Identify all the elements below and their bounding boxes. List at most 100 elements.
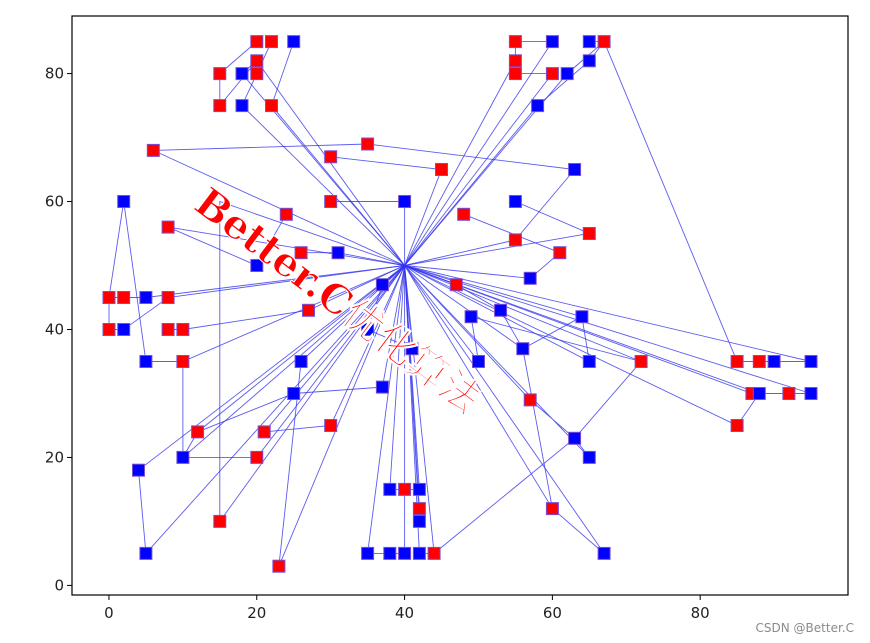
- marker-blue: [582, 35, 596, 49]
- marker-red: [265, 35, 278, 49]
- marker-red: [250, 35, 264, 49]
- marker-red: [176, 355, 190, 368]
- marker-blue: [582, 355, 596, 368]
- marker-red: [545, 67, 559, 81]
- route-line: [278, 265, 406, 567]
- marker-red: [279, 207, 293, 221]
- marker-red: [146, 143, 160, 157]
- marker-blue: [582, 54, 596, 68]
- marker-red: [412, 502, 426, 516]
- y-tick-label: 60: [45, 193, 64, 211]
- marker-red: [250, 67, 264, 81]
- marker-blue: [287, 35, 301, 49]
- route-line: [404, 265, 435, 554]
- marker-blue: [560, 67, 574, 81]
- marker-blue: [235, 99, 249, 113]
- marker-blue: [361, 546, 375, 560]
- route-line: [109, 265, 405, 298]
- marker-blue: [383, 482, 397, 496]
- marker-red: [782, 387, 796, 400]
- marker-red: [294, 246, 308, 260]
- marker-red: [176, 323, 190, 336]
- y-tick-label: 20: [45, 448, 64, 466]
- marker-red: [250, 54, 264, 68]
- marker-blue: [804, 387, 818, 400]
- route-line: [168, 265, 405, 330]
- marker-red: [730, 419, 744, 432]
- route-line: [167, 214, 405, 267]
- y-axis-ticks: 0 20 40 60 80: [45, 65, 72, 594]
- marker-red: [161, 323, 175, 336]
- marker-red: [102, 291, 116, 304]
- marker-red: [361, 137, 375, 151]
- plot-frame: [71, 15, 849, 596]
- marker-blue: [398, 195, 412, 208]
- marker-red: [213, 67, 227, 81]
- marker-red: [427, 546, 441, 560]
- marker-blue: [361, 323, 375, 336]
- route-line: [404, 265, 605, 554]
- marker-blue: [545, 35, 559, 49]
- marker-red: [257, 425, 271, 439]
- csdn-credit: CSDN @Better.C: [756, 621, 854, 635]
- route-line: [263, 265, 406, 433]
- marker-red: [752, 355, 766, 368]
- marker-blue: [523, 271, 537, 285]
- marker-blue: [132, 463, 145, 477]
- marker-blue: [575, 310, 589, 324]
- marker-red: [582, 227, 596, 240]
- marker-red: [553, 246, 567, 260]
- marker-blue: [139, 291, 153, 304]
- marker-blue: [235, 67, 249, 81]
- y-tick-label: 40: [45, 320, 64, 338]
- marker-blue: [375, 278, 389, 292]
- marker-blue: [412, 482, 426, 496]
- marker-red: [508, 233, 522, 247]
- marker-red: [449, 278, 463, 292]
- x-tick-label: 0: [104, 604, 114, 622]
- marker-blue: [472, 355, 485, 368]
- marker-blue: [250, 259, 264, 272]
- x-tick-label: 40: [395, 604, 414, 622]
- marker-blue: [139, 546, 153, 560]
- marker-blue: [287, 387, 301, 400]
- marker-red: [117, 291, 131, 304]
- marker-blue: [412, 546, 426, 560]
- route-line: [404, 265, 761, 427]
- route-line: [138, 265, 405, 555]
- marker-red: [161, 220, 175, 234]
- marker-red: [161, 291, 175, 304]
- marker-blue: [464, 310, 478, 324]
- marker-blue: [494, 303, 508, 317]
- x-tick-label: 80: [691, 604, 710, 622]
- marker-blue: [294, 355, 308, 368]
- route-line: [367, 143, 576, 266]
- marker-red: [324, 195, 338, 208]
- marker-blue: [331, 246, 345, 260]
- marker-blue: [508, 195, 522, 208]
- x-tick-label: 20: [247, 604, 266, 622]
- route-line: [109, 265, 405, 330]
- x-axis-ticks: 0 20 40 60 80: [104, 595, 710, 622]
- route-line: [241, 41, 405, 266]
- customer-markers: [102, 35, 818, 573]
- y-tick-label: 0: [54, 576, 64, 594]
- marker-blue: [752, 387, 766, 400]
- marker-blue: [568, 163, 582, 176]
- marker-red: [398, 482, 412, 496]
- marker-red: [457, 207, 471, 221]
- marker-blue: [531, 99, 545, 113]
- marker-red: [213, 514, 227, 528]
- marker-red: [730, 355, 744, 368]
- marker-blue: [582, 450, 596, 464]
- marker-red: [324, 419, 338, 432]
- marker-red: [523, 393, 537, 407]
- marker-red: [508, 54, 522, 68]
- marker-blue: [405, 342, 419, 356]
- marker-red: [213, 99, 227, 113]
- marker-blue: [383, 546, 397, 560]
- marker-red: [191, 425, 205, 439]
- route-line: [219, 200, 405, 523]
- route-line: [404, 41, 605, 266]
